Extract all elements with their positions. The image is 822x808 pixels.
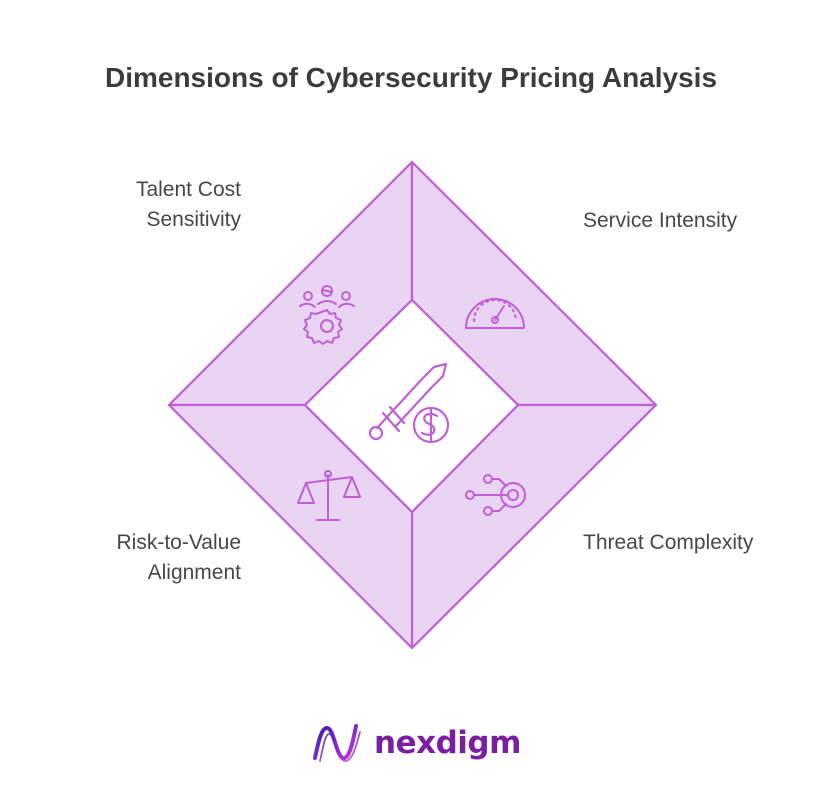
sword-dollar-icon <box>368 362 450 444</box>
nexdigm-logo-icon <box>313 724 361 762</box>
label-talent-line-2: Sensitivity <box>146 208 241 231</box>
brand-logo: nexdigm <box>312 716 521 770</box>
page-title: Dimensions of Cybersecurity Pricing Anal… <box>104 62 718 93</box>
label-risk-line-1: Risk-to-Value <box>116 531 241 554</box>
label-risk-line-2: Alignment <box>147 561 241 584</box>
label-risk-to-value-alignment: Risk-to-Value Alignment <box>117 528 241 588</box>
network-target-icon <box>465 474 526 516</box>
label-threat-line-1: Threat Complexity <box>583 531 754 554</box>
speedometer-icon <box>465 298 525 329</box>
label-service-intensity: Service Intensity <box>583 206 737 236</box>
center-diamond <box>303 298 520 514</box>
label-threat-complexity: Threat Complexity <box>583 528 753 558</box>
team-gear-icon <box>299 285 355 345</box>
label-talent-cost-sensitivity: Talent Cost Sensitivity <box>136 175 241 235</box>
label-talent-line-1: Talent Cost <box>135 178 241 201</box>
brand-name: nexdigm <box>374 725 521 761</box>
balance-scale-icon <box>297 470 361 521</box>
label-service-line-1: Service Intensity <box>583 209 738 232</box>
